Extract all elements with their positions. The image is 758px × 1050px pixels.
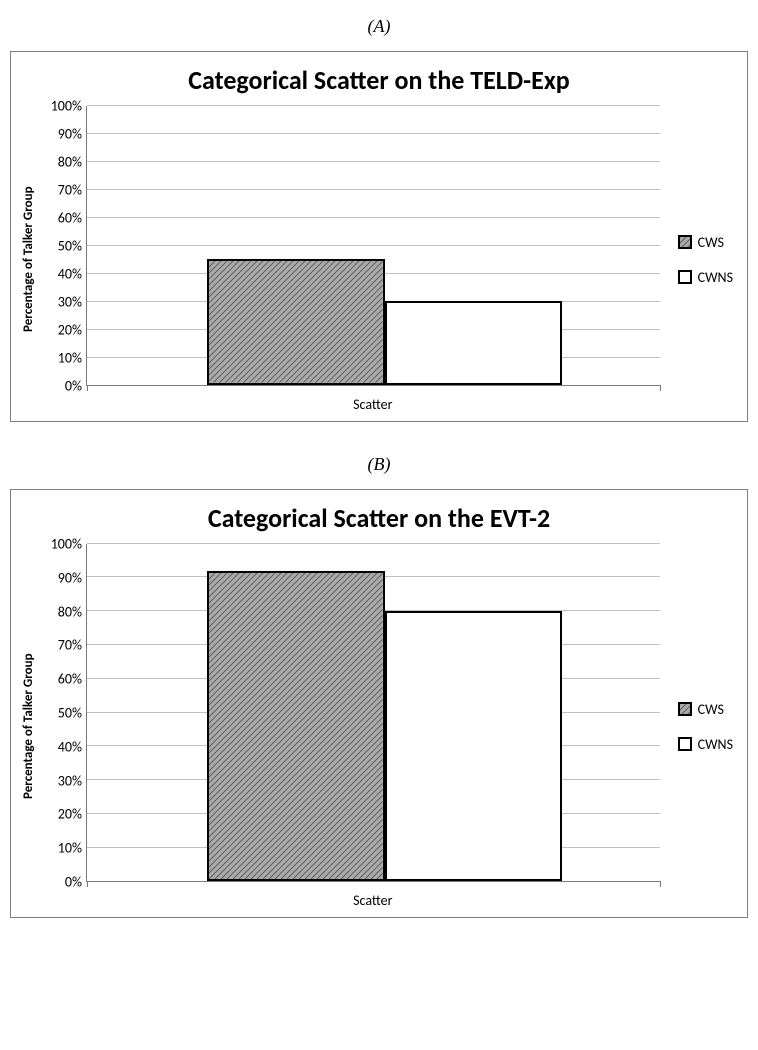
legend-swatch xyxy=(678,702,692,716)
y-tick-label: 100% xyxy=(51,98,82,115)
bar-cwns xyxy=(385,611,563,881)
gridline xyxy=(87,105,660,106)
y-tick-label: 0% xyxy=(65,874,82,891)
legend-swatch xyxy=(678,235,692,249)
y-tick-label: 60% xyxy=(58,210,82,227)
y-tick-label: 90% xyxy=(58,126,82,143)
y-tick-label: 50% xyxy=(58,238,82,255)
chart-a-y-axis-labels: 0%10%20%30%40%50%60%70%80%90%100% xyxy=(38,106,86,386)
legend-swatch xyxy=(678,270,692,284)
chart-b-y-axis-title: Percentage of Talker Group xyxy=(19,544,38,909)
y-tick-label: 100% xyxy=(51,536,82,553)
y-tick-label: 10% xyxy=(58,840,82,857)
chart-b-container: Categorical Scatter on the EVT-2 Percent… xyxy=(10,489,748,918)
chart-b-x-axis-label: Scatter xyxy=(86,882,660,909)
y-tick-label: 40% xyxy=(58,266,82,283)
y-tick-label: 20% xyxy=(58,322,82,339)
panel-b-label: (B) xyxy=(10,454,748,475)
chart-b-legend: CWS CWNS xyxy=(660,544,739,909)
bar-cws xyxy=(207,571,385,881)
legend-label: CWS xyxy=(698,234,724,251)
chart-b-plot-area xyxy=(86,544,660,882)
y-tick-label: 80% xyxy=(58,603,82,620)
chart-b-title: Categorical Scatter on the EVT-2 xyxy=(19,502,739,534)
y-tick-label: 60% xyxy=(58,671,82,688)
y-tick-label: 0% xyxy=(65,378,82,395)
gridline xyxy=(87,245,660,246)
legend-item-cwns: CWNS xyxy=(678,269,733,286)
chart-a-legend: CWS CWNS xyxy=(660,106,739,413)
gridline xyxy=(87,133,660,134)
x-tick xyxy=(87,385,88,391)
legend-label: CWS xyxy=(698,701,724,718)
panel-a-label: (A) xyxy=(10,16,748,37)
y-tick-label: 30% xyxy=(58,772,82,789)
y-tick-label: 90% xyxy=(58,569,82,586)
legend-label: CWNS xyxy=(698,269,733,286)
y-tick-label: 10% xyxy=(58,350,82,367)
chart-a-plot-area xyxy=(86,106,660,386)
x-tick xyxy=(87,881,88,887)
legend-label: CWNS xyxy=(698,736,733,753)
y-tick-label: 20% xyxy=(58,806,82,823)
legend-item-cws: CWS xyxy=(678,701,733,718)
y-tick-label: 50% xyxy=(58,705,82,722)
gridline xyxy=(87,189,660,190)
legend-item-cws: CWS xyxy=(678,234,733,251)
bar-cwns xyxy=(385,301,563,385)
y-tick-label: 30% xyxy=(58,294,82,311)
bar-cws xyxy=(207,259,385,385)
chart-a-title: Categorical Scatter on the TELD-Exp xyxy=(19,64,739,96)
legend-swatch xyxy=(678,737,692,751)
x-tick xyxy=(660,385,661,391)
y-tick-label: 80% xyxy=(58,154,82,171)
y-tick-label: 40% xyxy=(58,738,82,755)
y-tick-label: 70% xyxy=(58,182,82,199)
chart-a-y-axis-title: Percentage of Talker Group xyxy=(19,106,38,413)
legend-item-cwns: CWNS xyxy=(678,736,733,753)
gridline xyxy=(87,161,660,162)
chart-a-container: Categorical Scatter on the TELD-Exp Perc… xyxy=(10,51,748,422)
gridline xyxy=(87,543,660,544)
chart-a-x-axis-label: Scatter xyxy=(86,386,660,413)
chart-b-y-axis-labels: 0%10%20%30%40%50%60%70%80%90%100% xyxy=(38,544,86,882)
y-tick-label: 70% xyxy=(58,637,82,654)
x-tick xyxy=(660,881,661,887)
gridline xyxy=(87,217,660,218)
